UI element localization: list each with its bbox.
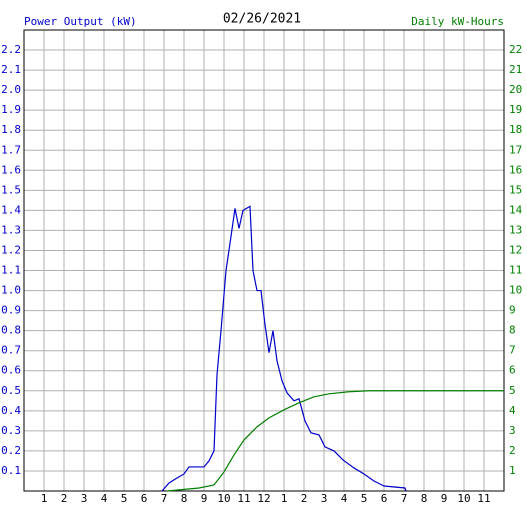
x-tick-label: 4	[101, 492, 108, 505]
y2-tick-label: 14	[509, 203, 523, 216]
x-tick-label: 5	[361, 492, 368, 505]
x-tick-label: 9	[201, 492, 208, 505]
y2-tick-label: 3	[509, 424, 516, 437]
x-tick-label: 12	[257, 492, 270, 505]
y2-tick-label: 20	[509, 83, 522, 96]
x-tick-label: 2	[301, 492, 308, 505]
y2-tick-label: 7	[509, 344, 516, 357]
y2-tick-label: 18	[509, 123, 522, 136]
x-tick-label: 6	[381, 492, 388, 505]
y2-tick-label: 12	[509, 243, 522, 256]
y2-tick-label: 16	[509, 163, 522, 176]
y-axis-label: Power Output (kW)	[24, 15, 137, 28]
x-tick-label: 3	[81, 492, 88, 505]
y2-tick-label: 10	[509, 284, 522, 297]
x-tick-label: 7	[401, 492, 408, 505]
x-tick-label: 10	[457, 492, 470, 505]
y-tick-label: 1.7	[1, 143, 21, 156]
y2-tick-label: 5	[509, 384, 516, 397]
y-tick-label: 1.8	[1, 123, 21, 136]
y-tick-label: 0.1	[1, 464, 21, 477]
y2-tick-label: 13	[509, 223, 522, 236]
x-tick-label: 4	[341, 492, 348, 505]
y-tick-label: 0.5	[1, 384, 21, 397]
line-series	[161, 205, 407, 492]
x-tick-label: 8	[421, 492, 428, 505]
y-tick-label: 1.1	[1, 264, 21, 277]
chart-title: 02/26/2021	[223, 12, 301, 27]
line-series	[166, 390, 504, 492]
x-tick-label: 11	[477, 492, 490, 505]
y-tick-label: 2.1	[1, 63, 21, 76]
y2-tick-label: 15	[509, 183, 522, 196]
y2-tick-label: 6	[509, 364, 516, 377]
y-tick-label: 0.9	[1, 304, 21, 317]
x-tick-label: 5	[121, 492, 128, 505]
x-tick-label: 9	[441, 492, 448, 505]
y-tick-label: 1.5	[1, 183, 21, 196]
y-tick-label: 1.2	[1, 243, 21, 256]
y-tick-label: 0.4	[1, 404, 21, 417]
y-tick-label: 1.3	[1, 223, 21, 236]
x-tick-label: 8	[181, 492, 188, 505]
y-tick-label: 2.2	[1, 43, 21, 56]
y-tick-label: 0.2	[1, 444, 21, 457]
y-tick-label: 0.3	[1, 424, 21, 437]
y2-tick-label: 19	[509, 103, 522, 116]
plot-frame	[23, 29, 505, 492]
y2-tick-label: 17	[509, 143, 522, 156]
y-tick-label: 0.7	[1, 344, 21, 357]
x-tick-label: 2	[61, 492, 68, 505]
x-tick-label: 10	[217, 492, 230, 505]
x-tick-label: 11	[237, 492, 250, 505]
y-tick-label: 1.4	[1, 203, 21, 216]
x-tick-label: 6	[141, 492, 148, 505]
y2-tick-label: 21	[509, 63, 522, 76]
y2-tick-label: 11	[509, 264, 522, 277]
y2-tick-label: 8	[509, 324, 516, 337]
y2-tick-label: 2	[509, 444, 516, 457]
y-tick-label: 1.9	[1, 103, 21, 116]
y2-tick-label: 4	[509, 404, 516, 417]
x-tick-label: 7	[161, 492, 168, 505]
y-tick-label: 1.0	[1, 284, 21, 297]
y2-tick-label: 22	[509, 43, 522, 56]
x-tick-label: 1	[41, 492, 48, 505]
y-tick-label: 2.0	[1, 83, 21, 96]
x-tick-label: 3	[321, 492, 328, 505]
y2-tick-label: 9	[509, 304, 516, 317]
y2-tick-label: 1	[509, 464, 516, 477]
y2-axis-label: Daily kW-Hours	[411, 15, 504, 28]
y-tick-label: 1.6	[1, 163, 21, 176]
x-tick-label: 1	[281, 492, 288, 505]
y-tick-label: 0.6	[1, 364, 21, 377]
y-tick-label: 0.8	[1, 324, 21, 337]
